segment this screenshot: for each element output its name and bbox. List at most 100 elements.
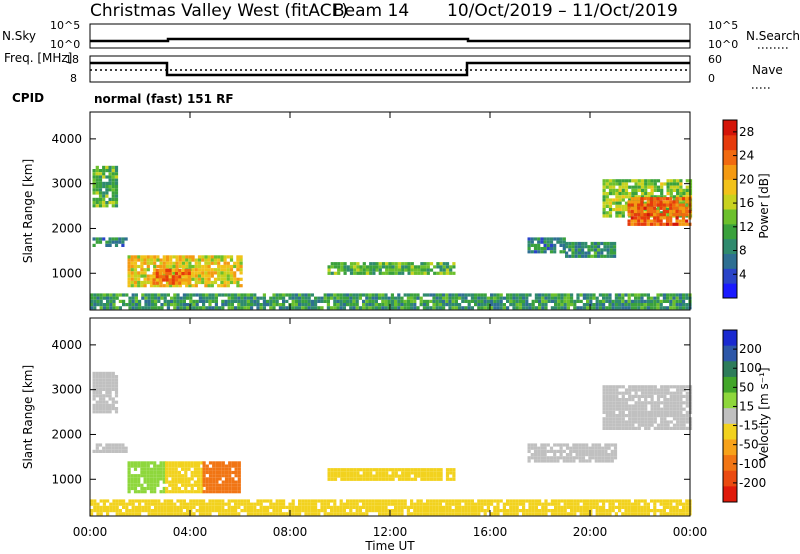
heatmap-cell <box>659 303 663 307</box>
heatmap-cell <box>669 420 673 424</box>
heatmap-cell <box>385 471 389 475</box>
heatmap-cell <box>595 505 599 509</box>
heatmap-cell <box>445 477 450 481</box>
heatmap-cell <box>111 371 115 375</box>
heatmap-cell <box>156 474 160 478</box>
heatmap-cell <box>435 299 439 303</box>
heatmap-cell <box>154 512 158 516</box>
heatmap-cell <box>174 483 178 487</box>
heatmap-cell <box>128 509 132 513</box>
heatmap-cell <box>282 293 286 297</box>
heatmap-cell <box>662 197 666 201</box>
heatmap-cell <box>336 505 340 509</box>
heatmap-cell <box>98 371 103 375</box>
heatmap-cell <box>221 505 225 509</box>
heatmap-cell <box>650 299 654 303</box>
heatmap-cell <box>499 509 503 513</box>
heatmap-cell <box>663 182 667 186</box>
heatmap-cell <box>182 293 186 297</box>
colorbar-tick-label: 20 <box>739 172 754 186</box>
heatmap-cell <box>108 446 112 450</box>
heatmap-cell <box>406 509 410 513</box>
heatmap-cell <box>109 293 113 297</box>
heatmap-cell <box>186 293 190 297</box>
heatmap-cell <box>413 268 418 272</box>
heatmap-cell <box>435 505 439 509</box>
heatmap-cell <box>618 198 622 202</box>
heatmap-cell <box>669 391 673 395</box>
heatmap-cell <box>105 240 109 244</box>
heatmap-cell <box>563 502 567 506</box>
heatmap-cell <box>676 182 680 186</box>
heatmap-cell <box>554 296 558 300</box>
heatmap-cell <box>621 185 625 189</box>
heatmap-cell <box>317 296 321 300</box>
heatmap-cell <box>618 296 622 300</box>
heatmap-cell <box>349 471 354 475</box>
heatmap-cell <box>143 490 147 494</box>
heatmap-cell <box>197 480 201 484</box>
heatmap-cell <box>609 245 613 249</box>
heatmap-cell <box>656 423 661 427</box>
heatmap-cell <box>157 306 161 310</box>
heatmap-cell <box>578 446 582 450</box>
heatmap-cell <box>385 265 389 269</box>
heatmap-cell <box>544 303 548 307</box>
heatmap-cell <box>407 474 411 478</box>
heatmap-cell <box>114 185 119 189</box>
heatmap-cell <box>112 505 116 509</box>
heatmap-cell <box>114 384 119 388</box>
heatmap-cell <box>413 303 417 307</box>
heatmap-cell <box>326 505 330 509</box>
heatmap-cell <box>133 268 138 272</box>
heatmap-cell <box>429 268 434 272</box>
heatmap-cell <box>666 410 670 414</box>
heatmap-cell <box>237 499 241 503</box>
heatmap-cell <box>628 388 632 392</box>
heatmap-cell <box>140 461 144 465</box>
heatmap-cell <box>458 512 462 516</box>
heatmap-cell <box>130 271 134 275</box>
heatmap-cell <box>337 262 341 266</box>
heatmap-cell <box>675 203 679 207</box>
heatmap-cell <box>381 296 385 300</box>
heatmap-cell <box>208 486 213 491</box>
heatmap-cell <box>432 293 436 297</box>
heatmap-cell <box>154 299 158 303</box>
heatmap-cell <box>176 303 180 307</box>
heatmap-cell <box>685 410 689 414</box>
heatmap-cell <box>320 299 324 303</box>
heatmap-cell <box>223 271 227 275</box>
heatmap-cell <box>660 423 664 427</box>
heatmap-cell <box>111 449 115 453</box>
heatmap-cell <box>679 195 683 199</box>
heatmap-cell <box>112 509 116 513</box>
heatmap-cell <box>98 194 103 198</box>
heatmap-cell <box>190 464 194 468</box>
heatmap-cell <box>381 262 386 266</box>
heatmap-cell <box>171 474 175 478</box>
heatmap-cell <box>174 474 178 478</box>
heatmap-cell <box>644 211 648 215</box>
heatmap-cell <box>672 401 677 405</box>
heatmap-cell <box>634 420 638 424</box>
heatmap-cell <box>156 477 160 481</box>
heatmap-cell <box>365 502 369 506</box>
heatmap-cell <box>250 293 254 297</box>
heatmap-cell <box>656 179 661 183</box>
heatmap-cell <box>397 306 401 310</box>
heatmap-cell <box>133 486 138 491</box>
heatmap-cell <box>144 509 148 513</box>
heatmap-cell <box>330 296 334 300</box>
heatmap-cell <box>237 480 241 484</box>
heatmap-cell <box>229 258 234 262</box>
heatmap-cell <box>162 264 166 269</box>
heatmap-cell <box>615 179 619 183</box>
heatmap-cell <box>92 381 96 385</box>
x-tick-label: 12:00 <box>373 525 408 539</box>
heatmap-cell <box>227 293 231 297</box>
heatmap-cell <box>202 483 206 487</box>
heatmap-cell <box>541 306 545 310</box>
heatmap-cell <box>643 303 647 307</box>
heatmap-cell <box>624 182 629 186</box>
